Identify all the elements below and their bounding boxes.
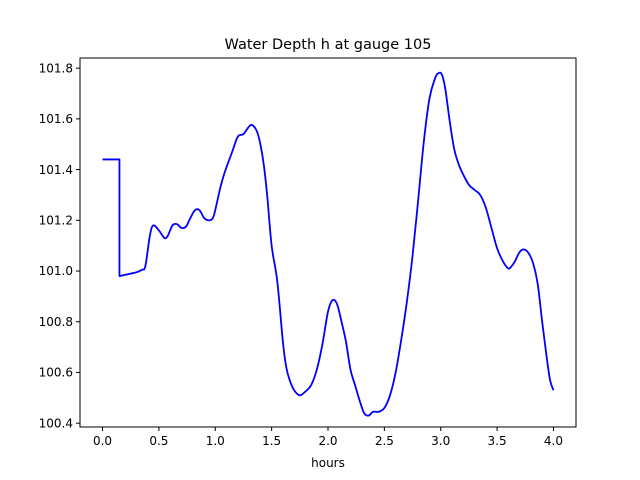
- x-tick-label: 3.0: [431, 434, 450, 448]
- water-depth-line: [102, 71, 555, 417]
- y-tick-label: 100.6: [39, 366, 73, 380]
- x-tick-label: 4.0: [544, 434, 563, 448]
- y-tick-label: 101.2: [39, 214, 73, 228]
- x-tick-label: 1.0: [206, 434, 225, 448]
- x-axis-label: hours: [311, 456, 345, 470]
- y-tick-label: 101.8: [39, 61, 73, 75]
- x-axis: 0.0 0.5 1.0 1.5 2.0 2.5 3.0 3.5 4.0: [93, 427, 563, 448]
- y-tick-label: 101.0: [39, 264, 73, 278]
- x-tick-label: 2.0: [318, 434, 337, 448]
- chart-title: Water Depth h at gauge 105: [225, 37, 432, 53]
- y-axis: 100.4 100.6 100.8 101.0 101.2 101.4 101.6 101.8: [39, 61, 80, 430]
- x-tick-label: 1.5: [262, 434, 281, 448]
- y-tick-label: 100.8: [39, 315, 73, 329]
- x-tick-label: 0.0: [93, 434, 112, 448]
- y-tick-label: 101.4: [39, 163, 73, 177]
- y-tick-label: 100.4: [39, 416, 73, 430]
- x-tick-label: 2.5: [375, 434, 394, 448]
- x-tick-label: 0.5: [149, 434, 168, 448]
- y-tick-label: 101.6: [39, 112, 73, 126]
- x-tick-label: 3.5: [488, 434, 507, 448]
- plot-frame: [79, 57, 577, 428]
- plot-area: [102, 71, 555, 417]
